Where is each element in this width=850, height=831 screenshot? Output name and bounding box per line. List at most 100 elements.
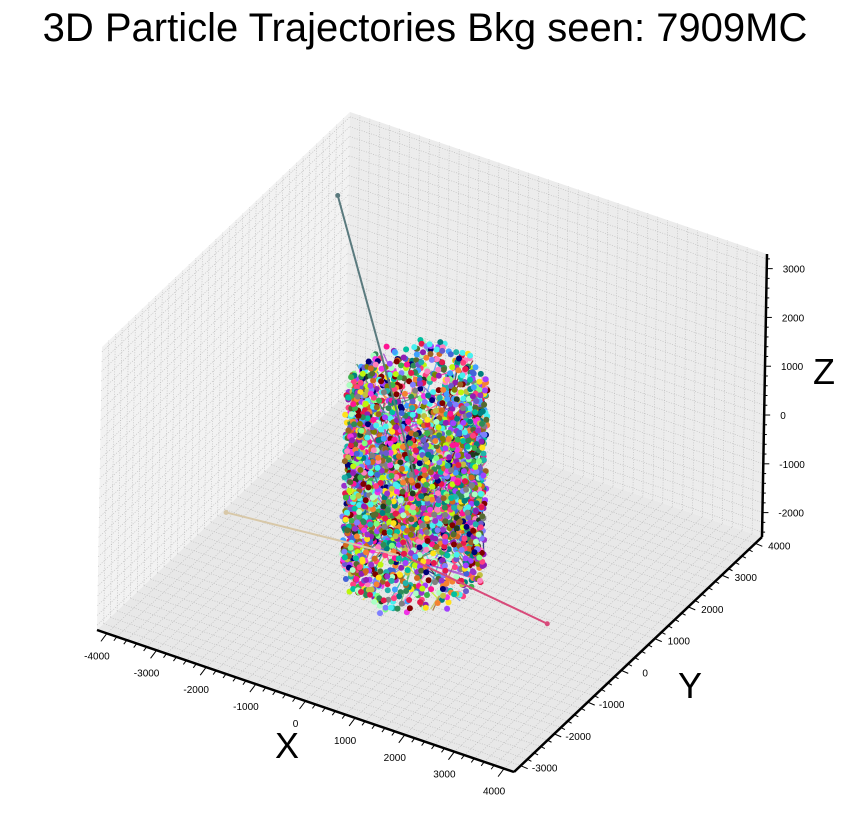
hit-point (456, 429, 463, 436)
hit-point (406, 605, 413, 612)
hit-point (439, 526, 446, 533)
x-tick (490, 764, 495, 770)
hit-point (370, 394, 377, 401)
x-tick-label: 4000 (483, 787, 506, 798)
hit-point (417, 599, 424, 606)
grid-line (237, 213, 244, 497)
hit-point (391, 444, 398, 450)
hit-point (479, 420, 485, 427)
hit-point (435, 372, 442, 379)
grid-line (116, 327, 123, 611)
hit-point (432, 579, 438, 586)
hit-point (434, 490, 441, 497)
grid-line (99, 263, 348, 499)
grid-line (424, 139, 430, 423)
grid-line (99, 253, 348, 489)
grid-line (99, 224, 349, 460)
hit-point (398, 507, 405, 514)
hit-point (364, 536, 371, 543)
hit-point (398, 564, 405, 571)
hit-point (355, 492, 362, 499)
grid-line (98, 292, 348, 528)
hit-point (397, 459, 404, 466)
hit-point (353, 384, 360, 391)
hit-point (430, 560, 437, 566)
hit-point (452, 379, 459, 386)
hit-point (466, 545, 473, 552)
hit-point (363, 549, 369, 556)
hit-point (428, 586, 435, 593)
hit-point (409, 398, 416, 405)
x-tick (222, 673, 227, 679)
hit-point (423, 569, 430, 576)
hit-point (463, 588, 469, 595)
hit-point (439, 347, 446, 354)
hit-point (364, 434, 371, 441)
hit-point (385, 596, 392, 603)
hit-point (384, 581, 391, 588)
hit-point (364, 581, 371, 588)
hit-point (428, 356, 435, 363)
hit-point (447, 370, 454, 377)
y-tick (574, 714, 579, 718)
hit-point (375, 574, 382, 581)
hit-point (469, 568, 476, 575)
hit-point (409, 490, 416, 497)
hit-point (350, 401, 357, 408)
hit-point (444, 605, 451, 612)
hit-point (409, 526, 416, 532)
hit-point (478, 438, 485, 445)
x-tick (100, 633, 108, 642)
grid-line (190, 540, 608, 684)
hit-point (356, 509, 363, 515)
grid-line (632, 210, 639, 494)
hit-point (371, 555, 378, 562)
x-tick (242, 680, 247, 686)
grid-line (741, 247, 748, 531)
hit-point (449, 364, 456, 371)
y-tick (580, 708, 586, 711)
hit-point (416, 407, 423, 414)
hit-point (420, 558, 427, 565)
grid-line (346, 292, 764, 435)
y-tick-label: 4000 (768, 541, 791, 552)
hit-point (367, 382, 374, 389)
hit-point (400, 354, 407, 361)
hit-point (460, 395, 467, 402)
hit-point (388, 485, 395, 492)
grid-line (103, 340, 110, 624)
grid-line (136, 408, 385, 644)
hit-point (458, 493, 465, 500)
hit-point (383, 450, 390, 457)
grid-line (130, 315, 136, 599)
hit-point (406, 378, 413, 385)
grid-line (150, 578, 568, 722)
hit-point (350, 463, 357, 470)
hit-point (397, 403, 404, 410)
grid-line (642, 213, 649, 497)
hit-point (361, 527, 368, 534)
x-tick (341, 714, 346, 719)
hit-point (389, 409, 396, 416)
x-tick (123, 639, 128, 645)
z-tick-label: 2000 (782, 313, 805, 324)
hit-point (408, 516, 415, 523)
grid-line (349, 126, 767, 269)
grid-line (484, 526, 733, 763)
z-tick-label: 1000 (781, 362, 804, 373)
hit-point (435, 497, 442, 504)
hit-point (371, 428, 378, 435)
y-tick (681, 612, 686, 616)
grid-line (157, 572, 575, 716)
hit-point (345, 454, 352, 461)
grid-line (143, 302, 150, 586)
grid-line (101, 155, 350, 392)
x-tick (441, 748, 445, 753)
hit-point (341, 548, 348, 555)
hit-point (399, 444, 406, 450)
y-tick-label: 2000 (701, 605, 724, 616)
x-tick (312, 704, 316, 709)
grid-line (311, 143, 317, 427)
y-tick-label: -3000 (532, 764, 558, 775)
hit-point (382, 423, 389, 430)
